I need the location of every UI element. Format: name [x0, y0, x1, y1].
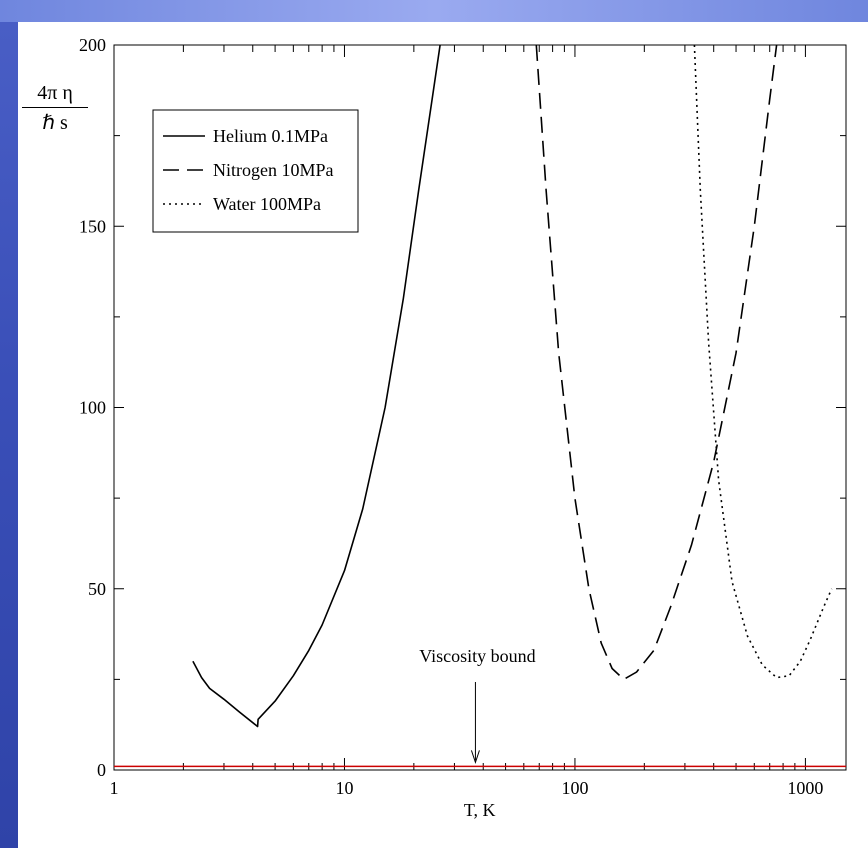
y-tick-label: 0	[97, 760, 106, 780]
y-axis-label: 4π η ℏ s	[22, 82, 88, 135]
x-tick-label: 100	[561, 778, 588, 798]
legend-box	[152, 109, 359, 233]
y-tick-label: 150	[79, 216, 106, 236]
y-axis-label-denominator: ℏ s	[42, 112, 68, 134]
legend-label: Nitrogen 10MPa	[213, 160, 334, 180]
series-line-dotted	[693, 45, 833, 679]
chart-panel: 0 50 100 150 200 1 10 100 1000 T, K Viscosity boun…	[18, 22, 868, 848]
x-tick-label: 1	[110, 778, 119, 798]
y-tick-label: 200	[79, 35, 106, 55]
y-tick-label: 50	[88, 579, 106, 599]
x-tick-label: 1000	[787, 778, 823, 798]
series-line-dashed	[535, 45, 778, 681]
y-axis-label-numerator: 4π η	[22, 82, 88, 108]
viscosity-chart: 0 50 100 150 200 1 10 100 1000 T, K Viscosity boun…	[79, 35, 847, 820]
annotation-arrowhead	[470, 750, 480, 764]
y-tick-label: 100	[79, 398, 106, 418]
series-line-solid	[192, 45, 441, 728]
x-tick-label: 10	[335, 778, 353, 798]
slide-top-stripe	[0, 0, 868, 22]
viscosity-bound-label: Viscosity bound	[419, 646, 535, 666]
legend-label: Helium 0.1MPa	[213, 126, 328, 146]
x-axis-title: T, K	[464, 800, 496, 820]
legend-label: Water 100MPa	[213, 194, 321, 214]
